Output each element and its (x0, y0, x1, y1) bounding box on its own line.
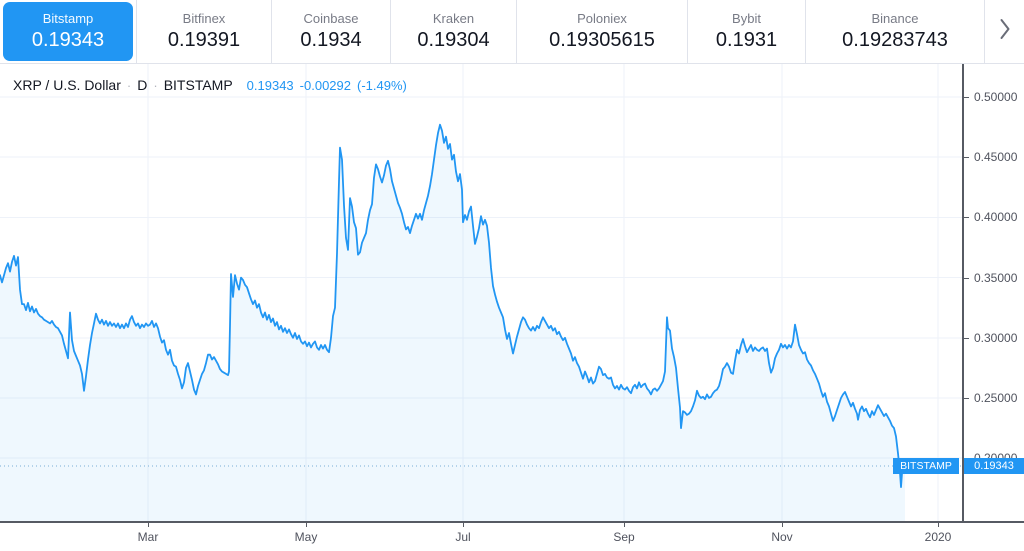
price-change: -0.00292 (299, 78, 351, 93)
tab-exchange-name: Coinbase (303, 11, 359, 26)
y-axis-label: 0.35000 (964, 270, 1017, 286)
x-axis-tick (148, 523, 149, 527)
last-price-badge-exchange: BITSTAMP (893, 458, 959, 474)
x-axis-label: May (294, 530, 318, 544)
tab-bybit[interactable]: Bybit 0.1931 (688, 0, 806, 63)
x-axis-tick (624, 523, 625, 527)
tab-price: 0.1931 (715, 29, 778, 51)
chevron-right-icon (999, 17, 1011, 46)
tab-exchange-name: Bybit (732, 11, 761, 26)
x-axis-tick (938, 523, 939, 527)
tab-price: 0.19343 (31, 29, 105, 51)
symbol-title: XRP / U.S. Dollar (13, 77, 121, 93)
x-axis-label: 2020 (924, 530, 952, 544)
tab-price: 0.1934 (300, 29, 362, 51)
y-axis-label: 0.50000 (964, 89, 1017, 105)
price-chart-plot[interactable] (0, 64, 962, 521)
price-line-series (0, 123, 906, 489)
area-series (0, 124, 905, 521)
tab-binance[interactable]: Binance 0.19283743 (806, 0, 985, 63)
tab-exchange-name: Poloniex (577, 11, 627, 26)
tab-price: 0.19391 (167, 29, 241, 51)
time-axis[interactable]: Mar May Jul Sep Nov 2020 (0, 521, 1024, 551)
exchange-label: BITSTAMP (163, 77, 233, 93)
tab-price: 0.19304 (417, 29, 490, 51)
tab-poloniex[interactable]: Poloniex 0.19305615 (517, 0, 688, 63)
exchange-tabs: Bitstamp 0.19343 Bitfinex 0.19391 Coinbase 0.… (0, 0, 985, 63)
tab-exchange-name: Bitstamp (42, 11, 94, 26)
x-axis-tick (306, 523, 307, 527)
legend-separator-icon: · (153, 78, 158, 93)
y-axis-label: 0.40000 (964, 209, 1017, 225)
y-axis-label: 0.25000 (964, 390, 1017, 406)
tab-price: 0.19283743 (842, 29, 948, 51)
more-exchanges-button[interactable] (985, 0, 1024, 63)
y-axis-tick (964, 337, 969, 339)
tab-price: 0.19305615 (549, 29, 655, 51)
chart-legend[interactable]: XRP / U.S. Dollar · D · BITSTAMP 0.19343… (13, 77, 407, 93)
y-axis-label: 0.30000 (964, 330, 1017, 346)
tab-kraken[interactable]: Kraken 0.19304 (391, 0, 517, 63)
y-axis-tick (964, 216, 969, 218)
y-axis-tick (964, 277, 969, 279)
y-axis-tick (964, 397, 969, 399)
tab-coinbase[interactable]: Coinbase 0.1934 (272, 0, 391, 63)
tab-exchange-name: Binance (871, 11, 919, 26)
x-axis-label: Jul (455, 530, 471, 544)
price-change-percent: (-1.49%) (357, 78, 407, 93)
x-axis-tick (463, 523, 464, 527)
legend-separator-icon: · (126, 78, 132, 93)
tab-bitfinex[interactable]: Bitfinex 0.19391 (137, 0, 272, 63)
y-axis-tick (964, 156, 969, 158)
chart-region[interactable]: XRP / U.S. Dollar · D · BITSTAMP 0.19343… (0, 64, 1024, 551)
tab-bitstamp[interactable]: Bitstamp 0.19343 (0, 0, 137, 63)
last-price-badge-value: 0.19343 (964, 458, 1024, 474)
x-axis-label: Mar (137, 530, 159, 544)
tab-exchange-name: Kraken (432, 11, 475, 26)
y-axis-tick (964, 96, 969, 98)
last-price-value: 0.19343 (246, 78, 294, 93)
x-axis-tick (782, 523, 783, 527)
x-axis-label: Sep (613, 530, 635, 544)
price-axis[interactable]: 0.19343 0.50000 0.45000 0.40000 0.35000 0.30… (962, 64, 1024, 521)
exchange-tabbar: Bitstamp 0.19343 Bitfinex 0.19391 Coinbase 0.… (0, 0, 1024, 64)
tab-exchange-name: Bitfinex (182, 11, 226, 26)
x-axis-label: Nov (771, 530, 793, 544)
interval-label: D (137, 77, 148, 93)
y-axis-label: 0.45000 (964, 149, 1017, 165)
